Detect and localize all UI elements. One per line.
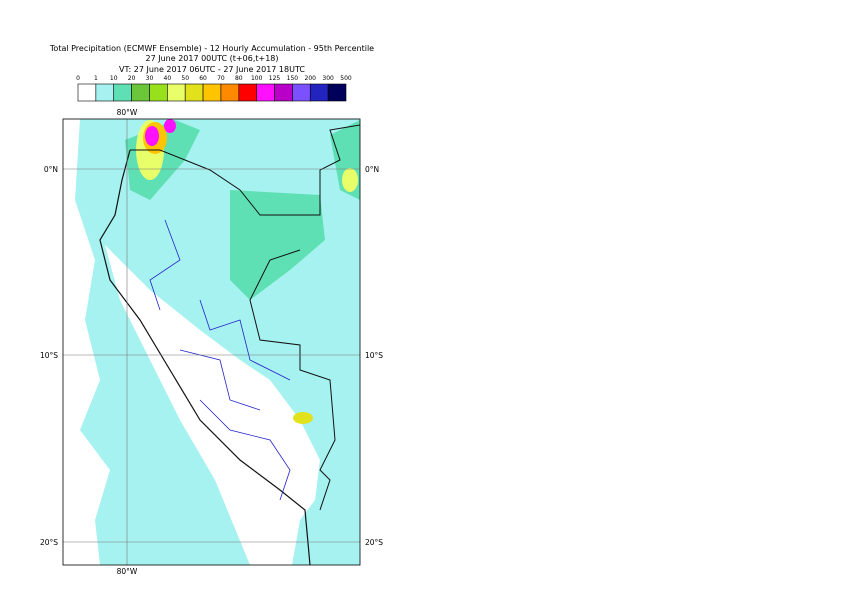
legend-swatch: [184, 83, 204, 102]
legend-swatch: [238, 83, 257, 102]
lon-label: 80°W: [117, 567, 138, 576]
legend-swatch: [131, 83, 150, 102]
title-line: 27 June 2017 00UTC (t+06,t+18): [146, 54, 279, 63]
dry-land: [105, 245, 320, 565]
legend-swatch: [95, 83, 115, 102]
legend-swatch: [167, 83, 186, 102]
legend-swatch: [220, 83, 240, 102]
title-line: Total Precipitation (ECMWF Ensemble) - 1…: [49, 44, 374, 53]
legend-label: 60: [199, 75, 207, 82]
map: 80°W 80°W 0°N 10°S 20°S 0°N 10°S 20°S: [40, 108, 383, 576]
legend-swatch: [309, 83, 329, 102]
lon-label: 80°W: [117, 108, 138, 117]
legend-label: 100: [251, 75, 263, 82]
legend-swatch: [292, 83, 311, 102]
dry-sea: [63, 119, 110, 565]
lat-label: 20°S: [40, 538, 58, 547]
legend-label: 125: [269, 75, 281, 82]
legend-label: 150: [287, 75, 299, 82]
legend-label: 10: [110, 75, 118, 82]
title: Total Precipitation (ECMWF Ensemble) - 1…: [49, 44, 374, 74]
legend-label: 0: [76, 75, 80, 82]
legend-label: 300: [322, 75, 334, 82]
wet-area: [164, 119, 176, 133]
border: [130, 124, 360, 511]
legend-label: 80: [235, 75, 243, 82]
legend-label: 50: [181, 75, 189, 82]
map-frame: [62, 118, 361, 566]
region-border: [149, 219, 291, 501]
legend-label: 30: [146, 75, 154, 82]
legend-swatch: [77, 83, 97, 102]
wet-area: [145, 126, 159, 146]
legend: 0 1 10 20 30 40 50 60 70 80 100 125 150 200 300 500: [76, 75, 352, 102]
legend-label: 20: [128, 75, 136, 82]
legend-label: 40: [164, 75, 172, 82]
lat-label: 10°S: [365, 351, 383, 360]
lat-label: 10°S: [40, 351, 58, 360]
wet-area: [293, 412, 313, 424]
legend-swatch: [274, 83, 293, 102]
legend-swatch: [256, 83, 275, 102]
wet-area: [342, 168, 358, 192]
legend-swatch: [113, 83, 132, 102]
legend-swatch: [149, 83, 168, 102]
wet-area: [230, 190, 325, 300]
title-line: VT: 27 June 2017 06UTC - 27 June 2017 18…: [119, 65, 305, 74]
legend-label: 1: [94, 75, 98, 82]
legend-label: 70: [217, 75, 225, 82]
lat-label: 0°N: [365, 165, 379, 174]
lat-label: 0°N: [44, 165, 58, 174]
legend-label: 500: [340, 75, 352, 82]
legend-label: 200: [305, 75, 317, 82]
legend-swatch: [327, 83, 347, 102]
lat-label: 20°S: [365, 538, 383, 547]
map-field: [63, 119, 360, 565]
coastline: [99, 149, 311, 565]
legend-swatch: [202, 83, 222, 102]
